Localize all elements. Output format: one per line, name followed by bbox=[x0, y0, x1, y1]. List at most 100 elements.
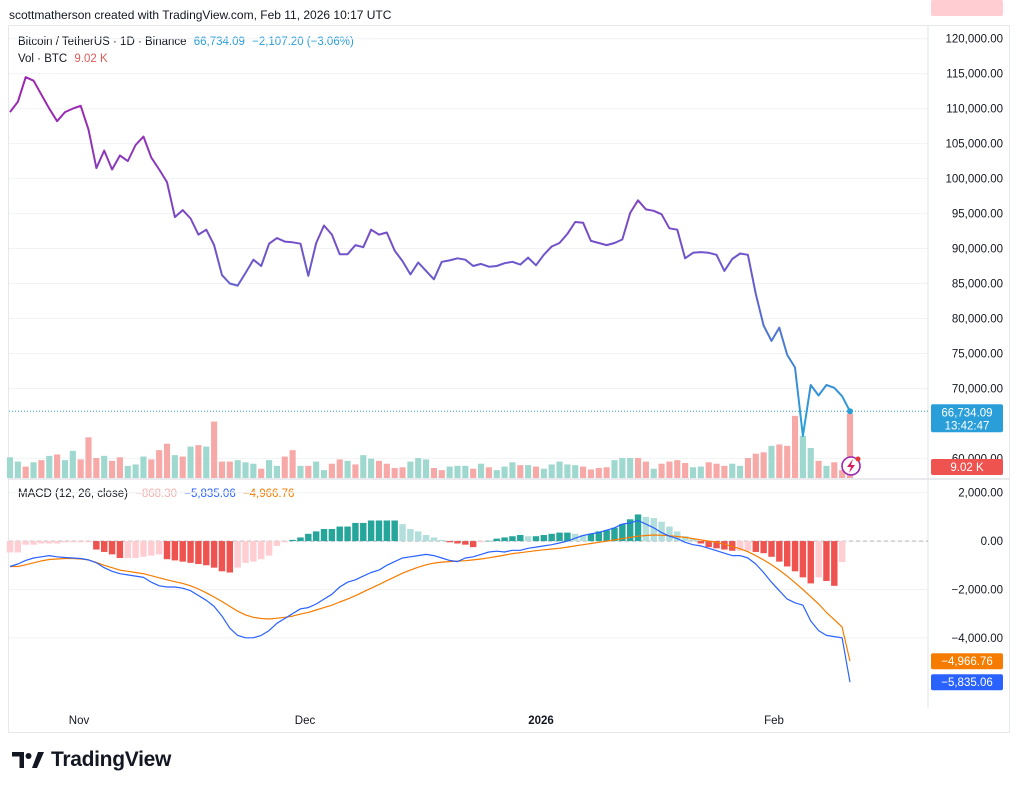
macd-histogram-bar bbox=[705, 541, 712, 548]
volume-bar bbox=[650, 468, 657, 478]
volume-value: 9.02 K bbox=[74, 53, 108, 65]
macd-histogram-bar bbox=[681, 536, 689, 542]
volume-bar bbox=[289, 450, 296, 478]
macd-histogram-bar bbox=[375, 520, 383, 542]
tradingview-logo-icon bbox=[12, 752, 44, 768]
price-axis-tick: 120,000.00 bbox=[945, 34, 1003, 46]
volume-bar bbox=[423, 459, 430, 478]
macd-histogram-bar bbox=[383, 520, 391, 542]
macd-histogram-bar bbox=[155, 541, 163, 555]
macd-histogram-bar bbox=[509, 536, 516, 542]
signal-tag-value: −4,966.76 bbox=[941, 656, 992, 668]
macd-histogram-bar bbox=[603, 530, 610, 542]
macd-histogram-bar bbox=[587, 533, 595, 542]
volume-bar bbox=[242, 462, 249, 478]
macd-histogram-bar bbox=[320, 528, 328, 542]
time-axis-tick: Feb bbox=[764, 715, 784, 727]
macd-axis-tick: −2,000.00 bbox=[952, 584, 1003, 596]
macd-histogram-bar bbox=[328, 528, 336, 542]
volume-bar bbox=[116, 457, 123, 478]
volume-bar bbox=[477, 463, 485, 478]
volume-bar bbox=[101, 455, 108, 478]
macd-hist-value: −868.30 bbox=[135, 488, 178, 500]
volume-legend[interactable]: Vol · BTC 9.02 K bbox=[18, 53, 112, 65]
macd-tag-value: −5,835.06 bbox=[941, 677, 992, 689]
volume-bar bbox=[250, 463, 257, 478]
volume-bar bbox=[77, 459, 84, 478]
volume-bar bbox=[509, 462, 516, 478]
volume-bar bbox=[124, 465, 131, 478]
price-axis-tick: 85,000.00 bbox=[952, 279, 1003, 291]
volume-bar bbox=[14, 461, 21, 478]
volume-bar bbox=[132, 464, 139, 478]
macd-histogram-bar bbox=[360, 522, 367, 542]
macd-histogram-bar bbox=[768, 541, 775, 557]
last-price-dot bbox=[847, 408, 853, 415]
price-axis-tick: 115,000.00 bbox=[946, 69, 1003, 81]
alert-icon[interactable] bbox=[841, 456, 861, 476]
macd-histogram-bar bbox=[823, 541, 830, 581]
volume-bar bbox=[454, 465, 461, 478]
macd-histogram-bar bbox=[116, 541, 124, 558]
volume-bar bbox=[320, 470, 328, 478]
time-axis-tick: Dec bbox=[295, 715, 316, 727]
macd-histogram-bar bbox=[595, 531, 603, 542]
volume-bar bbox=[415, 458, 422, 478]
macd-histogram-bar bbox=[226, 541, 234, 573]
volume-bar bbox=[807, 448, 814, 478]
volume-bar bbox=[682, 463, 689, 478]
volume-bar bbox=[768, 445, 775, 478]
macd-line bbox=[9, 519, 851, 683]
volume-bar bbox=[273, 465, 280, 478]
macd-histogram-bar bbox=[53, 541, 61, 544]
price-line bbox=[9, 76, 851, 437]
volume-bar bbox=[666, 461, 673, 478]
volume-bar bbox=[470, 468, 477, 478]
macd-histogram-bar bbox=[713, 541, 720, 549]
macd-histogram-bar bbox=[46, 541, 53, 544]
volume-bar bbox=[517, 465, 524, 478]
macd-line-value: −5,835.06 bbox=[184, 488, 236, 500]
volume-bar bbox=[391, 468, 398, 478]
macd-histogram-bar bbox=[572, 533, 579, 542]
volume-bar bbox=[258, 468, 265, 478]
price-axis-tick: 105,000.00 bbox=[945, 139, 1003, 151]
volume-bar bbox=[375, 460, 383, 478]
macd-histogram-bar bbox=[650, 518, 657, 542]
volume-bar bbox=[485, 467, 492, 478]
macd-legend[interactable]: MACD (12, 26, close) −868.30 −5,835.06 −… bbox=[18, 488, 298, 500]
volume-bar bbox=[737, 465, 744, 478]
signal-line bbox=[10, 534, 851, 662]
macd-histogram-bar bbox=[493, 538, 500, 542]
volume-bar bbox=[336, 459, 343, 478]
volume-bar bbox=[22, 466, 29, 478]
last-price-tag bbox=[931, 404, 1003, 433]
volume-bar bbox=[226, 461, 233, 478]
macd-histogram-bar bbox=[721, 541, 728, 550]
volume-bar bbox=[344, 460, 351, 478]
macd-histogram-bar bbox=[658, 521, 665, 542]
macd-histogram-bar bbox=[438, 539, 445, 542]
volume-bar bbox=[493, 470, 500, 478]
volume-bar bbox=[360, 455, 367, 478]
macd-histogram-bar bbox=[93, 541, 100, 550]
volume-bar bbox=[462, 465, 469, 478]
macd-histogram-bar bbox=[14, 541, 22, 553]
volume-bar bbox=[697, 466, 704, 478]
volume-bar bbox=[603, 467, 610, 478]
macd-histogram-bar bbox=[242, 541, 249, 563]
volume-bar bbox=[784, 445, 791, 478]
macd-histogram-bar bbox=[100, 541, 108, 552]
tradingview-logo[interactable]: TradingView bbox=[12, 748, 171, 772]
last-price-tag-value: 66,734.09 bbox=[941, 407, 992, 419]
volume-bar bbox=[430, 468, 437, 478]
macd-histogram-bar bbox=[524, 536, 532, 542]
volume-bar bbox=[61, 460, 69, 478]
macd-histogram-bar bbox=[517, 535, 524, 542]
volume-bar bbox=[187, 446, 194, 478]
volume-bar bbox=[548, 464, 555, 478]
macd-histogram-bar bbox=[783, 541, 791, 567]
volume-bar bbox=[140, 456, 147, 478]
macd-axis-tick: 0.00 bbox=[981, 536, 1003, 548]
